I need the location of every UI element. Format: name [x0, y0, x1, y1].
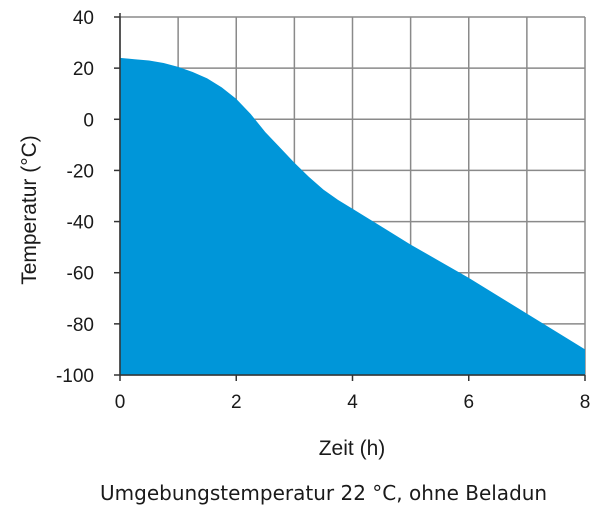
tick-labels: 0 2 4 6 8 40 20 0 -20 -40 -60 -80 -100: [56, 8, 590, 413]
x-tick-label: 0: [115, 392, 126, 413]
temperature-area: [120, 57, 585, 376]
x-tick-label: 2: [231, 392, 242, 413]
y-tick-label: -100: [56, 366, 94, 387]
x-tick-label: 6: [463, 392, 474, 413]
y-tick-label: 40: [73, 8, 94, 29]
y-tick-label: -40: [67, 213, 94, 234]
x-axis-label: Zeit (h): [319, 437, 386, 460]
chart-caption: Umgebungstemperatur 22 °C, ohne Beladun: [100, 481, 547, 505]
y-tick-label: 20: [73, 59, 94, 80]
y-axis-label: Temperatur (°C): [18, 135, 41, 285]
plot-area: [120, 57, 585, 376]
y-tick-label: -20: [67, 161, 94, 182]
y-tick-label: -80: [67, 315, 94, 336]
x-tick-label: 4: [347, 392, 358, 413]
y-tick-label: -60: [67, 264, 94, 285]
y-tick-label: 0: [83, 110, 94, 131]
axes: [114, 13, 586, 381]
x-tick-label: 8: [580, 392, 591, 413]
